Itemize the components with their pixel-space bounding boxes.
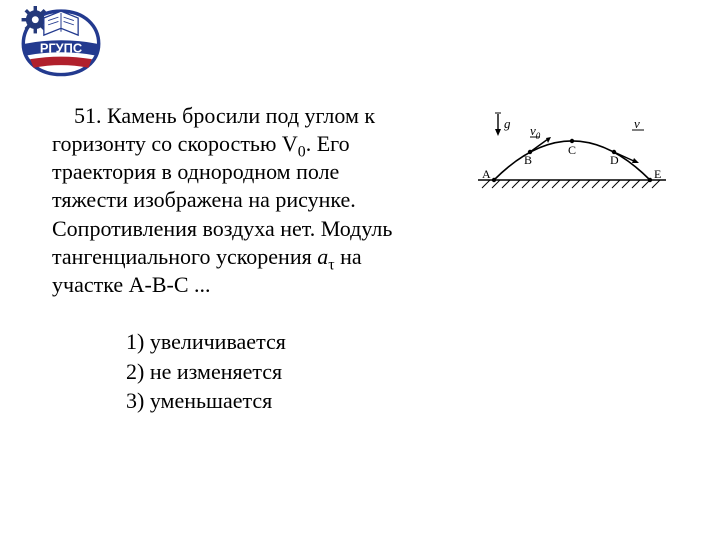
ground-hatch <box>482 180 660 188</box>
institution-logo: РГУПС <box>18 6 104 78</box>
question-text: 51. Камень бросили под углом к горизонту… <box>52 102 452 299</box>
q-line6a: тангенциального ускорения <box>52 244 317 269</box>
q-line6-var: a <box>317 244 328 269</box>
trajectory-figure: g <box>474 108 670 200</box>
q-line4: тяжести изображена на рисунке. <box>52 187 356 212</box>
answer-3: 3) уменьшается <box>126 386 672 416</box>
label-A: A <box>482 167 491 181</box>
q-line3: траектория в однородном поле <box>52 159 339 184</box>
label-E: E <box>654 167 661 181</box>
label-v: v <box>634 116 640 131</box>
question-number: 51. <box>74 103 102 128</box>
logo-text: РГУПС <box>40 40 82 55</box>
content-area: 51. Камень бросили под углом к горизонту… <box>52 102 672 416</box>
q-line7: участке A-B-C ... <box>52 272 211 297</box>
answers-list: 1) увеличивается 2) не изменяется 3) уме… <box>126 327 672 416</box>
q-line5: Сопротивления воздуха нет. Модуль <box>52 216 392 241</box>
q-line6b: на <box>335 244 362 269</box>
q-line2-sub: 0 <box>298 144 306 161</box>
trajectory-svg: g <box>474 108 670 200</box>
label-D: D <box>610 153 619 167</box>
page: РГУПС 51. Камень бросили под углом к гор… <box>0 0 720 540</box>
gravity-vector: g <box>495 113 511 136</box>
label-B: B <box>524 153 532 167</box>
label-g: g <box>504 116 511 131</box>
svg-text:v0: v0 <box>530 123 541 141</box>
q-line2a: горизонту со скоростью V <box>52 131 298 156</box>
answer-1: 1) увеличивается <box>126 327 672 357</box>
q-line2b: . Его <box>306 131 350 156</box>
label-C: C <box>568 143 576 157</box>
q-line1: Камень бросили под углом к <box>107 103 375 128</box>
label-v0-sub: 0 <box>536 131 541 141</box>
answer-2: 2) не изменяется <box>126 357 672 387</box>
question-row: 51. Камень бросили под углом к горизонту… <box>52 102 672 299</box>
logo-svg: РГУПС <box>18 6 104 78</box>
